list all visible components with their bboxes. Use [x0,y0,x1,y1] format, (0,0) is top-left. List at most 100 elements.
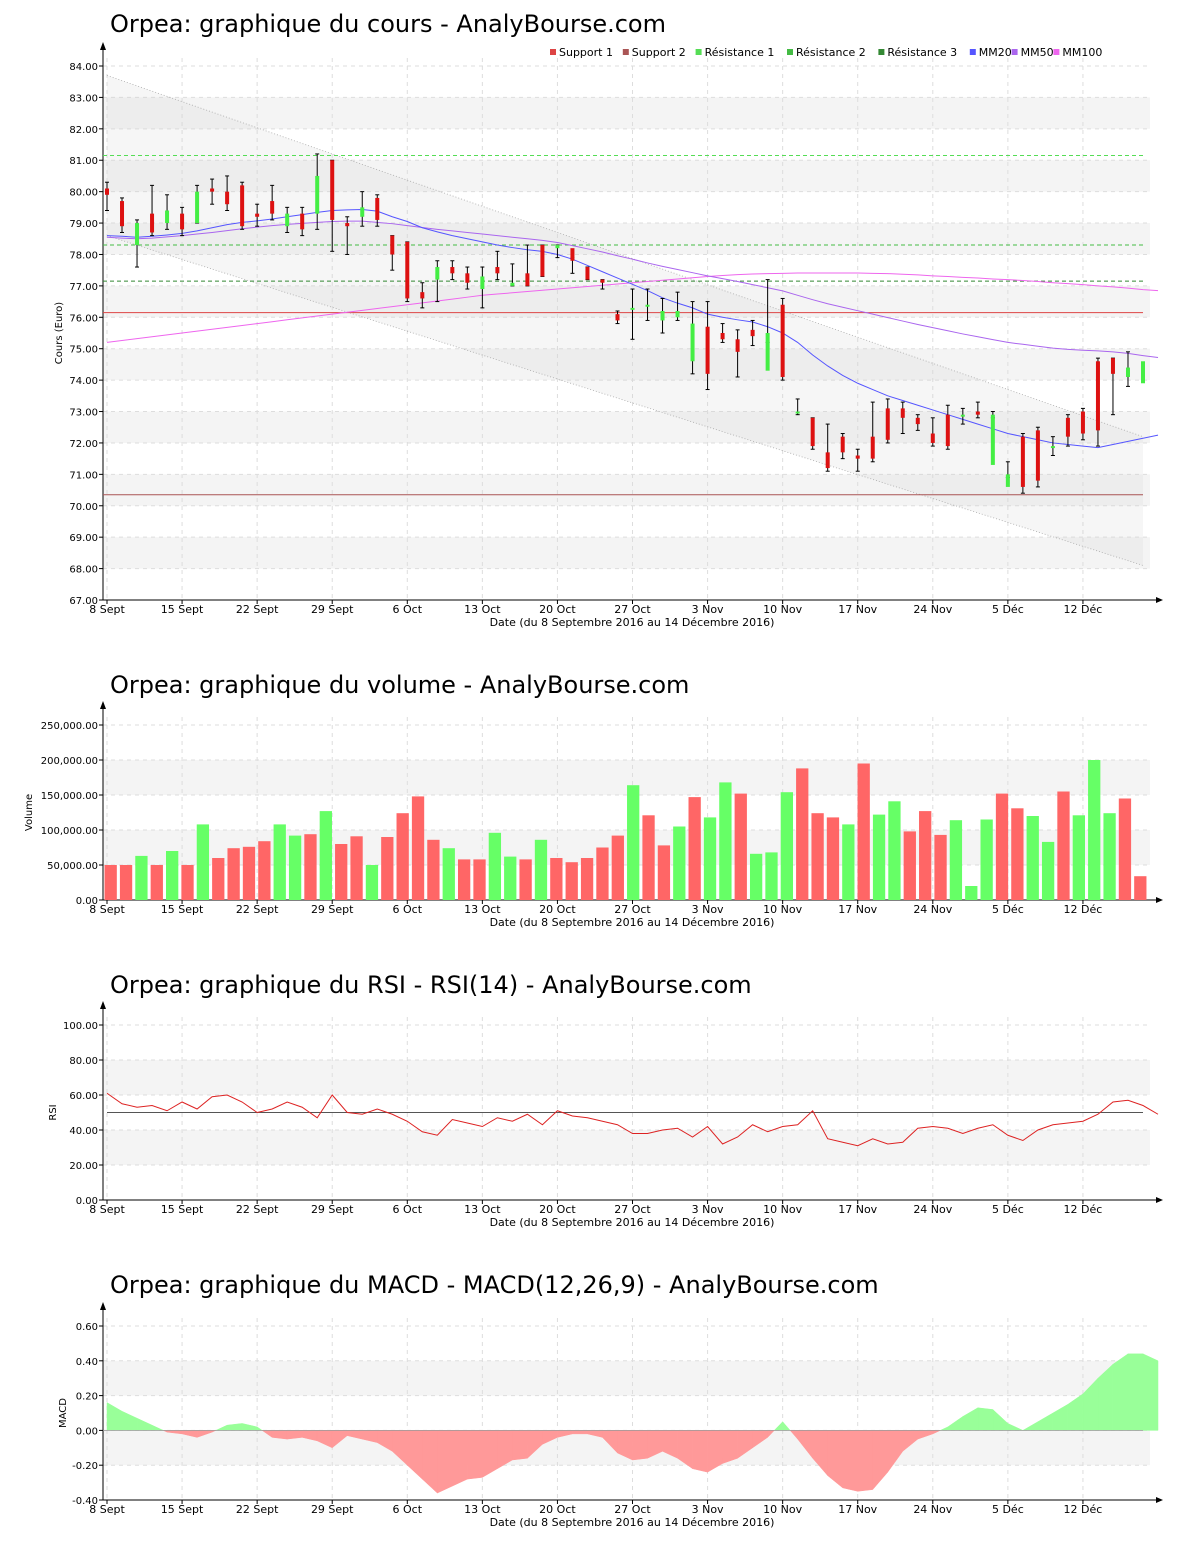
y-tick-label: 0.60 [76,1322,98,1333]
candle [1110,357,1115,416]
rsi-chart: 0.00 20.00 40.00 60.00 80.00 100.00 8 Sept 15 S… [48,1001,1163,1229]
volume-chart: 0.00 50,000.00 100,000.00 150,000.00 200,000… [24,701,1163,929]
y-tick-label: 0.00 [76,1196,98,1207]
grid-band [103,474,1150,506]
volume-bar [519,859,532,900]
candle-body [345,223,350,227]
y-axis-label: Cours (Euro) [54,302,65,365]
x-tick-label: 10 Nov [763,603,802,616]
macd-area-positive [136,1417,153,1431]
candle-body [960,414,965,417]
x-tick-label: 24 Nov [913,603,952,616]
candle [960,407,965,425]
volume-bar [1103,813,1116,900]
legend-label: Support 2 [632,46,686,59]
macd-area-positive [215,1424,228,1431]
candle [150,184,155,237]
volume-bar [780,792,794,900]
legend-label: MM20 [979,46,1012,59]
candle [585,266,590,281]
legend-swatch [1011,49,1018,55]
candle [1065,414,1070,447]
volume-bar [642,815,655,900]
candle-body [1020,436,1025,487]
x-tick-label: 15 Sept [161,903,204,916]
candle [420,282,425,309]
candle [915,414,920,431]
macd-area-positive [1067,1393,1084,1431]
price-chart: 67.00 68.00 69.00 70.00 71.00 72.00 73.00 74.00… [54,42,1163,629]
x-tick-label: 20 Oct [539,903,576,916]
macd-area-positive [1007,1423,1023,1431]
x-tick-label: 8 Sept [89,1203,125,1216]
macd-area-positive [1112,1353,1129,1431]
candle [1080,407,1085,441]
x-tick-label: 24 Nov [913,903,952,916]
y-tick-label: 82.00 [69,125,98,136]
volume-bar [304,834,317,900]
candle [660,297,665,334]
volume-bar [104,865,117,900]
volume-bar [119,865,133,900]
volume-bar [488,832,502,900]
y-tick-label: 79.00 [69,219,98,230]
trend-channel-lower [106,235,1144,566]
volume-bar [335,844,348,900]
candle-body [330,160,335,220]
x-tick-label: 22 Sept [236,603,279,616]
volume-bar [1072,815,1085,900]
volume-bar [627,785,640,900]
candle [900,401,905,435]
y-tick-label: 100.00 [63,1021,98,1032]
mm50-line [106,220,1159,358]
candle-body [1080,411,1085,434]
x-tick-label: 3 Nov [692,603,724,616]
candle-body [465,273,470,283]
x-tick-label: 12 Déc [1064,1203,1103,1216]
candle-body [585,267,590,280]
volume-bar [965,886,978,900]
y-tick-label: 83.00 [69,93,98,104]
candle [855,448,860,472]
macd-area-negative [827,1430,843,1489]
candle-body [735,339,740,352]
legend-label: MM100 [1062,46,1102,59]
candle-body [420,292,425,299]
candle-body [1065,417,1070,437]
y-tick-label: 80.00 [69,1056,98,1067]
candle [225,175,230,211]
candle [135,219,140,268]
candle-body [795,411,800,414]
macd-area-positive [992,1408,1009,1431]
candle [1020,433,1025,494]
macd-area-positive [121,1410,138,1431]
candle-body [1110,358,1115,374]
volume-panel: Orpea: graphique du volume - AnalyBourse… [0,660,1200,940]
macd-area-negative [887,1430,904,1473]
macd-area-negative [872,1430,889,1491]
volume-bar [1057,791,1070,900]
legend-swatch [695,49,702,55]
candle-body [360,207,365,217]
candle-body [525,273,530,286]
candle [120,197,125,233]
candle [510,263,515,287]
volume-bar [319,811,332,900]
volume-bar [673,826,686,900]
grid-band [103,411,1150,443]
x-tick-label: 10 Nov [763,903,802,916]
macd-area-positive [782,1421,791,1431]
volume-bar [212,858,225,900]
volume-bar [150,865,163,900]
x-tick-label: 5 Déc [992,903,1024,916]
volume-bar [1134,876,1147,900]
y-tick-label: 67.00 [69,596,98,607]
volume-bar [657,845,671,900]
candle [675,291,680,321]
candle [765,279,770,371]
x-tick-label: 15 Sept [161,1203,204,1216]
candle [600,279,605,290]
volume-bar [565,862,578,900]
macd-area-positive [226,1423,243,1431]
candle-body [435,267,440,280]
